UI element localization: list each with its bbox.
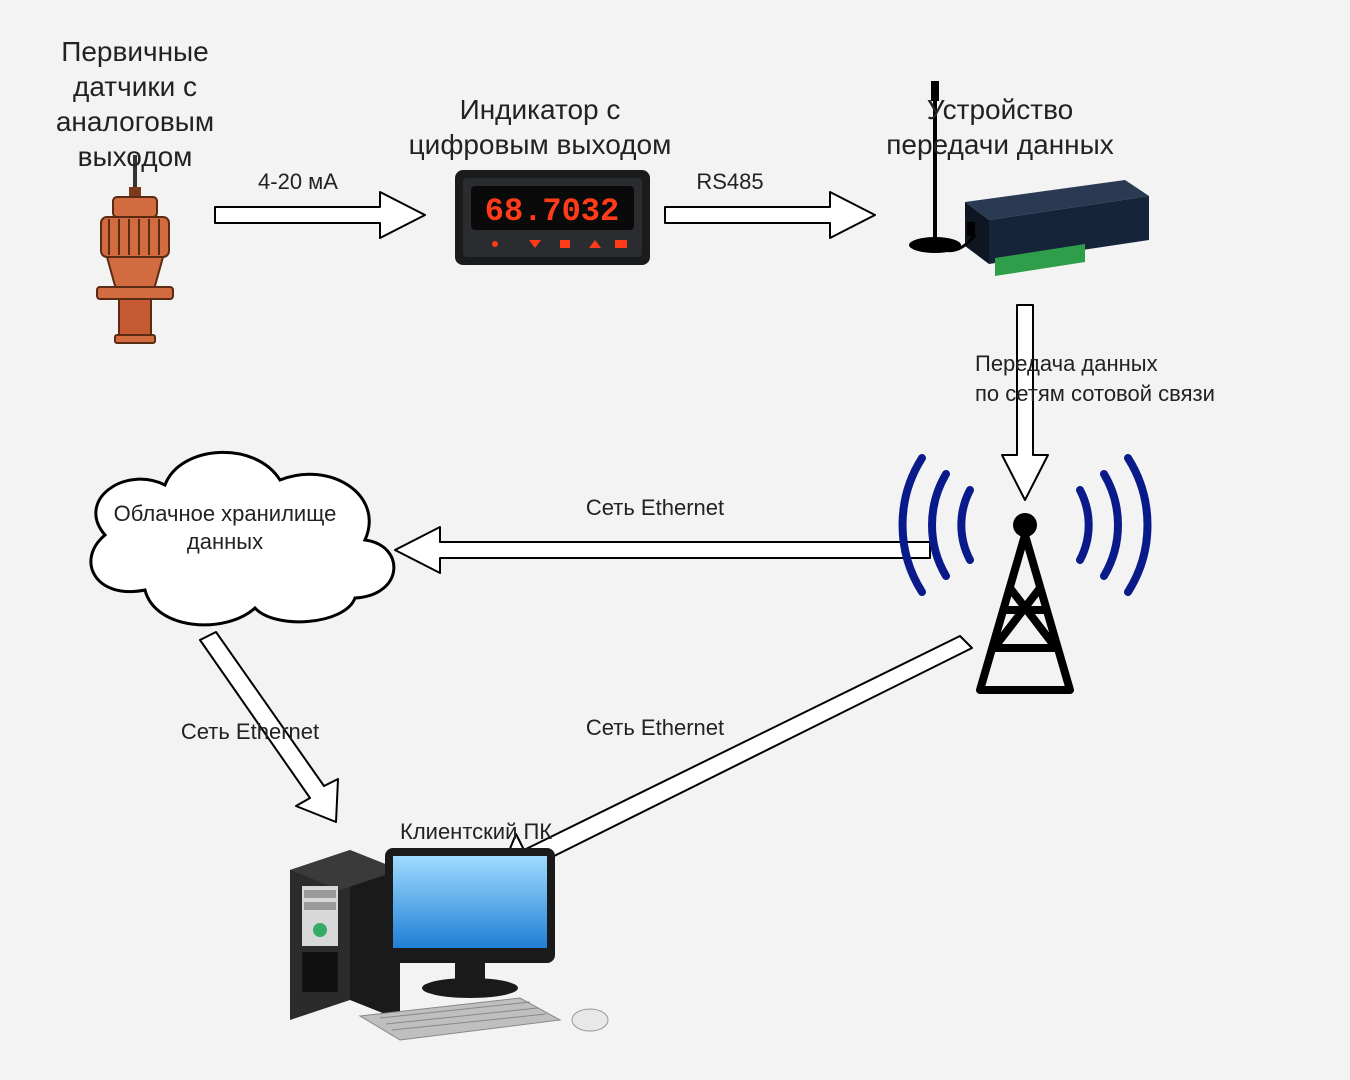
indicator-icon: 68.7032 (455, 170, 650, 265)
client-pc-icon (290, 848, 608, 1040)
cellular-line1: Передача данных (975, 350, 1275, 378)
arrow-sensor-to-indicator (215, 192, 425, 238)
link-4-20: 4-20 мА (238, 168, 358, 196)
arrow-tower-to-cloud (395, 527, 930, 573)
arrow-indicator-to-modem (665, 192, 875, 238)
indicator-title: Индикатор сцифровым выходом (390, 92, 690, 162)
sensor-icon (97, 155, 173, 343)
modem-title: Устройствопередачи данных (850, 92, 1150, 162)
cloud-title: Облачное хранилищеданных (85, 500, 365, 555)
indicator-display: 68.7032 (485, 193, 619, 230)
cellular-line2: по сетям сотовой связи (975, 380, 1315, 408)
eth-left: Сеть Ethernet (150, 718, 350, 746)
link-rs485: RS485 (680, 168, 780, 196)
eth-cloud: Сеть Ethernet (555, 494, 755, 522)
sensor-title: Первичныедатчики саналоговымвыходом (15, 34, 255, 174)
eth-mid: Сеть Ethernet (555, 714, 755, 742)
client-pc-title: Клиентский ПК (400, 818, 620, 846)
